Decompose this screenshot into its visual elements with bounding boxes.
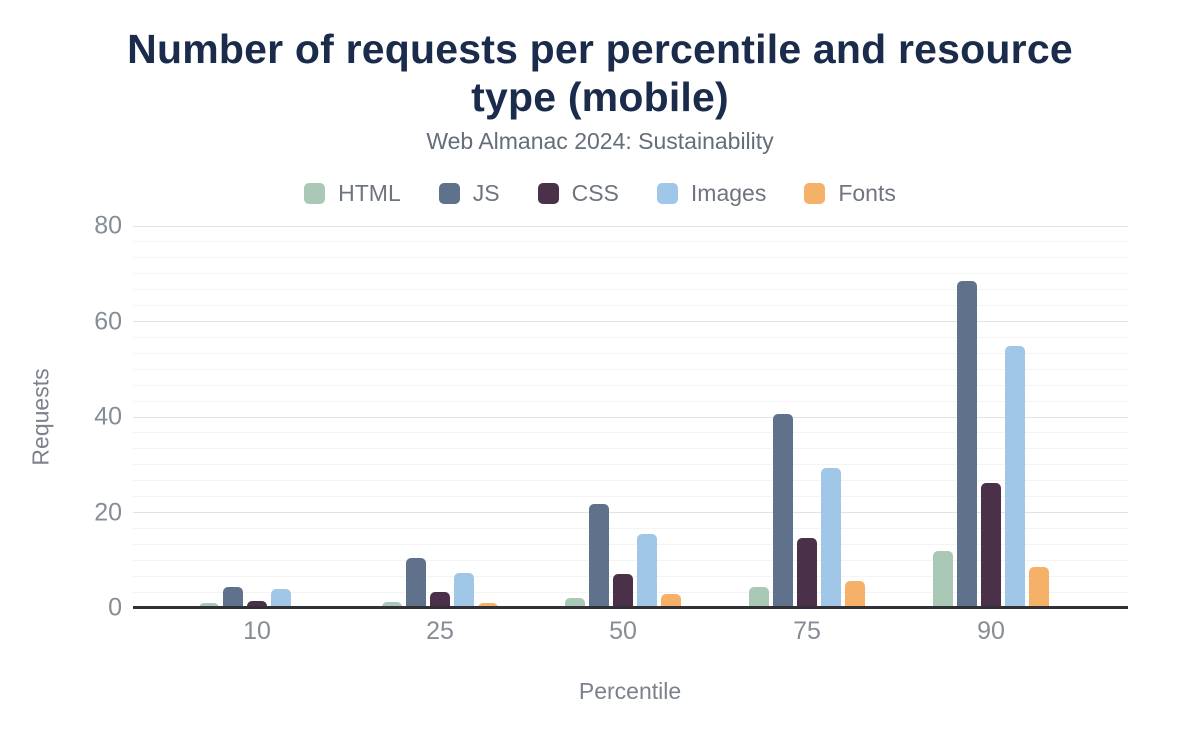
chart-title-line1: Number of requests per percentile and re… <box>127 26 1073 72</box>
x-axis-line <box>133 606 1128 609</box>
legend-item-css: CSS <box>537 180 619 207</box>
bar-fonts-p90[interactable] <box>1029 567 1049 608</box>
bar-html-p25[interactable] <box>382 601 402 608</box>
x-tick-label-90: 90 <box>977 617 1005 645</box>
bar-js-p50[interactable] <box>589 504 609 608</box>
y-tick-label-20: 20 <box>94 498 122 526</box>
bar-html-p10[interactable] <box>199 603 219 608</box>
bar-css-p50[interactable] <box>613 574 633 608</box>
bar-images-p25[interactable] <box>454 573 474 608</box>
major-gridline <box>133 225 1128 227</box>
minor-gridline <box>133 289 1128 291</box>
x-tick-label-10: 10 <box>243 617 271 645</box>
minor-gridline <box>133 480 1128 482</box>
bar-images-p10[interactable] <box>271 589 291 608</box>
y-axis-tick-labels: 0 20 40 60 80 <box>0 212 122 622</box>
bar-js-p10[interactable] <box>223 587 243 608</box>
bar-images-p75[interactable] <box>821 467 841 608</box>
legend-label-fonts: Fonts <box>838 180 896 206</box>
bar-js-p25[interactable] <box>406 557 426 608</box>
bar-html-p90[interactable] <box>933 551 953 608</box>
bar-js-p90[interactable] <box>957 281 977 608</box>
legend: HTML JS CSS Images Fonts <box>0 180 1200 207</box>
legend-label-html: HTML <box>338 180 401 206</box>
legend-swatch-css <box>537 183 559 204</box>
y-tick-label-60: 60 <box>94 307 122 335</box>
legend-label-images: Images <box>690 180 767 206</box>
major-gridline <box>133 416 1128 418</box>
legend-label-css: CSS <box>571 180 619 206</box>
chart-title: Number of requests per percentile and re… <box>40 26 1160 122</box>
bar-images-p90[interactable] <box>1005 345 1025 608</box>
x-axis-title: Percentile <box>578 678 682 704</box>
legend-swatch-js <box>438 183 460 204</box>
minor-gridline <box>133 432 1128 434</box>
legend-item-fonts: Fonts <box>804 180 896 207</box>
y-axis-title: Requests <box>27 368 54 466</box>
minor-gridline <box>133 305 1128 307</box>
minor-gridline <box>133 448 1128 450</box>
major-gridline <box>133 512 1128 513</box>
legend-item-html: HTML <box>304 180 401 207</box>
bar-html-p75[interactable] <box>749 586 769 608</box>
bar-css-p75[interactable] <box>797 537 817 608</box>
minor-gridline <box>133 352 1128 354</box>
minor-gridline <box>133 496 1128 498</box>
minor-gridline <box>133 241 1128 243</box>
minor-gridline <box>133 464 1128 466</box>
bar-css-p90[interactable] <box>981 483 1001 608</box>
bar-css-p25[interactable] <box>430 591 450 608</box>
chart-title-line2: type (mobile) <box>471 73 729 120</box>
bar-fonts-p75[interactable] <box>845 581 865 608</box>
y-tick-label-40: 40 <box>94 402 122 431</box>
legend-label-js: JS <box>472 180 500 206</box>
bar-html-p50[interactable] <box>565 597 585 608</box>
bar-js-p75[interactable] <box>773 413 793 608</box>
minor-gridline <box>133 368 1128 370</box>
bar-images-p50[interactable] <box>637 534 657 608</box>
major-gridline <box>133 321 1128 322</box>
bar-fonts-p25[interactable] <box>478 602 498 608</box>
bar-fonts-p50[interactable] <box>661 594 681 608</box>
minor-gridline <box>133 384 1128 386</box>
legend-swatch-images <box>656 183 678 204</box>
minor-gridline <box>133 400 1128 402</box>
chart-subtitle: Web Almanac 2024: Sustainability <box>426 128 774 154</box>
x-tick-label-50: 50 <box>609 617 637 645</box>
minor-gridline <box>133 543 1128 545</box>
y-tick-label-80: 80 <box>94 211 122 240</box>
minor-gridline <box>133 273 1128 275</box>
minor-gridline <box>133 257 1128 259</box>
legend-swatch-fonts <box>804 183 826 204</box>
minor-gridline <box>133 559 1128 561</box>
legend-item-images: Images <box>656 180 767 207</box>
legend-swatch-html <box>304 183 326 204</box>
y-tick-label-0: 0 <box>108 593 122 622</box>
x-tick-label-75: 75 <box>793 617 821 645</box>
x-tick-label-25: 25 <box>426 617 454 645</box>
bar-css-p10[interactable] <box>247 601 267 608</box>
legend-item-js: JS <box>438 180 500 207</box>
minor-gridline <box>133 527 1128 529</box>
minor-gridline <box>133 336 1128 338</box>
plot-area <box>133 225 1128 609</box>
